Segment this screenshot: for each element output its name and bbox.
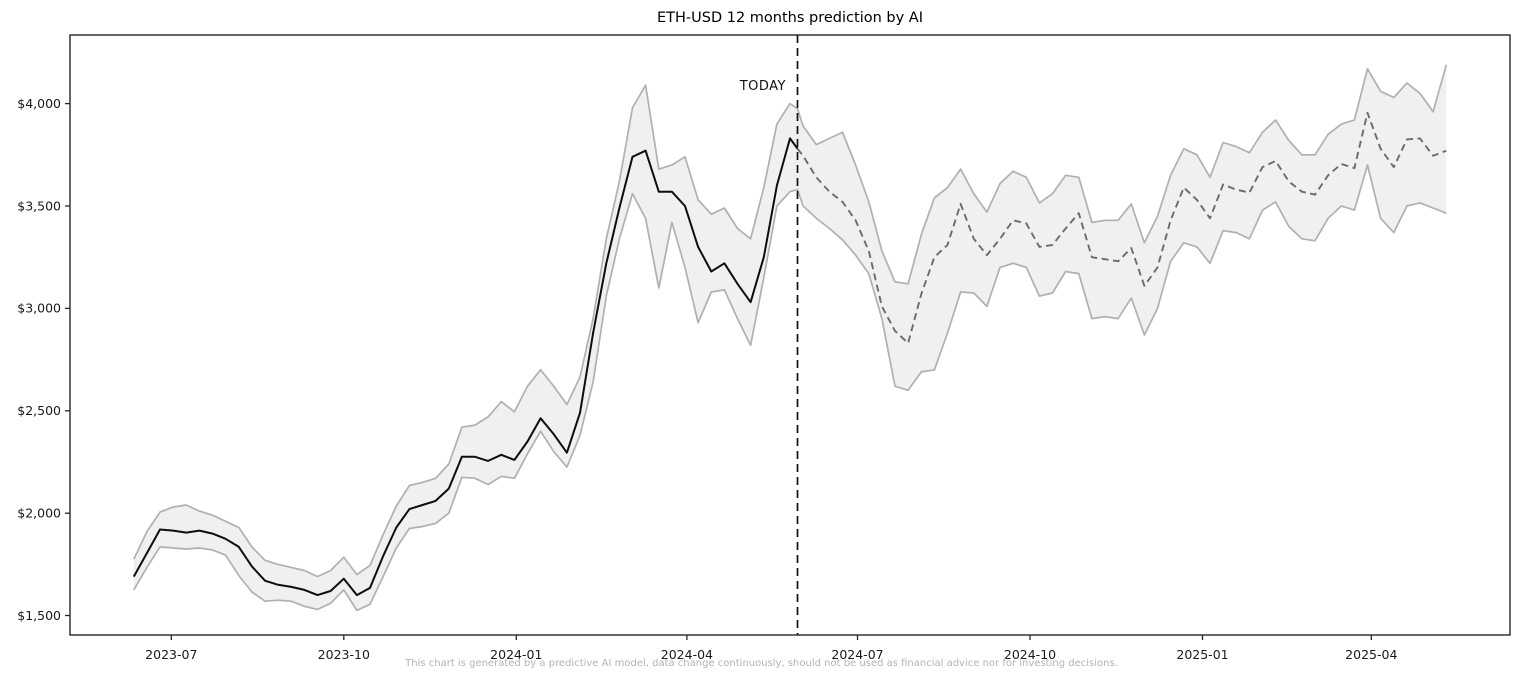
x-tick-label: 2024-01 [490, 647, 542, 662]
y-tick-label: $2,500 [17, 403, 61, 418]
x-tick-label: 2023-07 [145, 647, 197, 662]
y-tick-label: $1,500 [17, 608, 61, 623]
x-tick-label: 2024-07 [831, 647, 883, 662]
historical-line [132, 137, 799, 597]
band-lower-edge [133, 164, 1447, 612]
x-tick-label: 2025-01 [1176, 647, 1228, 662]
y-tick-label: $3,000 [17, 301, 61, 316]
x-tick-label: 2024-04 [661, 647, 713, 662]
prediction-line [796, 111, 1447, 345]
x-tick-label: 2023-10 [318, 647, 370, 662]
x-tick-label: 2025-04 [1345, 647, 1397, 662]
chart-title: ETH-USD 12 months prediction by AI [657, 10, 923, 26]
y-tick-label: $2,000 [17, 506, 61, 521]
band-upper-edge [133, 64, 1448, 578]
disclaimer-text: This chart is generated by a predictive … [405, 658, 1118, 669]
today-annotation: TODAY [739, 79, 786, 94]
y-tick-label: $3,500 [17, 198, 61, 213]
confidence-band [133, 64, 1447, 611]
x-tick-label: 2024-10 [1004, 647, 1056, 662]
y-tick-label: $4,000 [17, 96, 61, 111]
axes-spines [69, 34, 1511, 636]
